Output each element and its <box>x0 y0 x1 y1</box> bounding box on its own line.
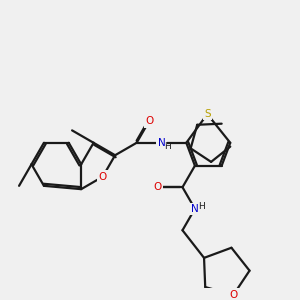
Text: H: H <box>164 142 171 151</box>
Text: N: N <box>191 204 199 214</box>
Text: O: O <box>229 290 238 300</box>
Text: N: N <box>158 138 165 148</box>
Text: O: O <box>99 172 107 182</box>
Text: O: O <box>154 182 162 192</box>
Text: S: S <box>204 109 211 119</box>
Text: O: O <box>145 116 153 126</box>
Text: H: H <box>198 202 205 211</box>
